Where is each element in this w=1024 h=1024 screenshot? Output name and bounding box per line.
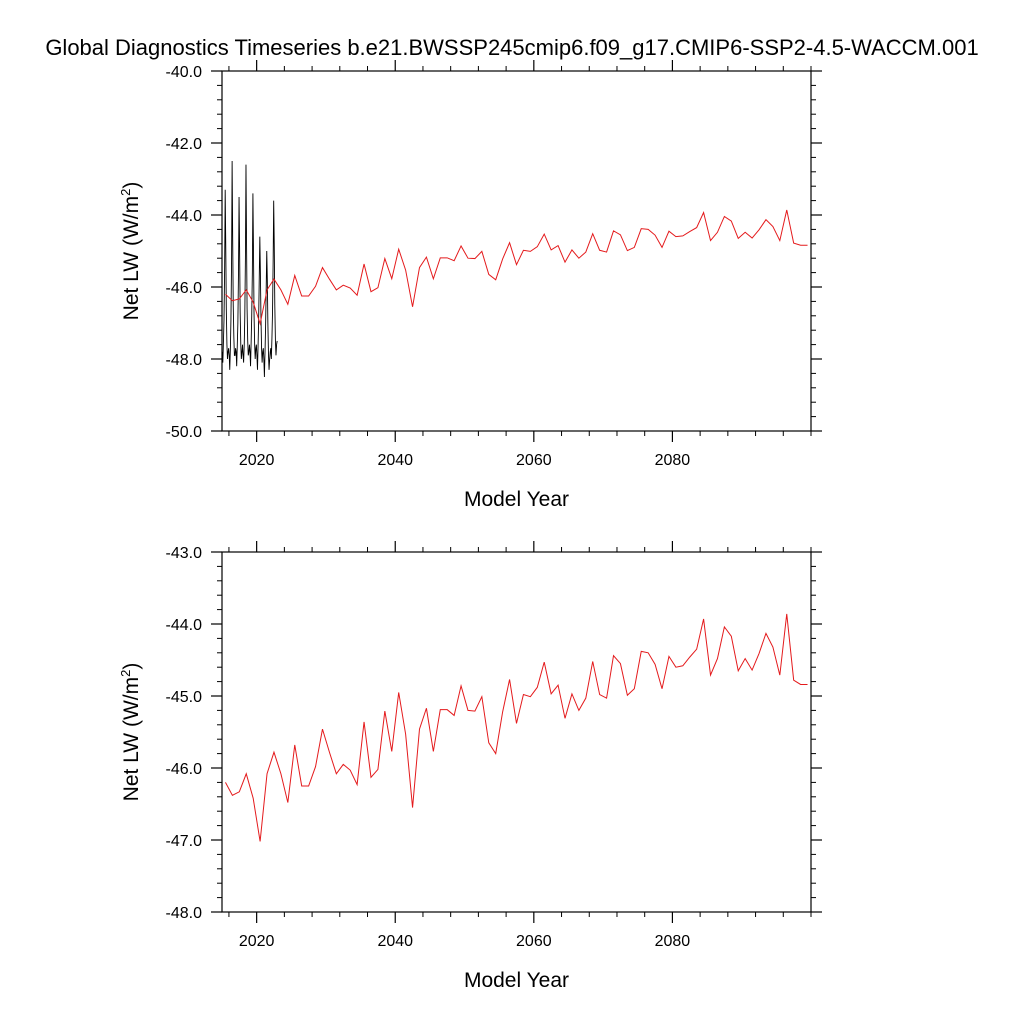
y-axis-label-close: ) <box>120 182 143 189</box>
y-tick-label: -48.0 <box>166 905 203 922</box>
series-line-monthly <box>221 160 278 378</box>
series-line-annual <box>225 209 808 326</box>
y-tick-label: -40.0 <box>166 64 203 81</box>
figure-title: Global Diagnostics Timeseries b.e21.BWSS… <box>45 35 978 60</box>
x-tick-label: 2060 <box>516 452 552 469</box>
y-tick-label: -48.0 <box>166 352 203 369</box>
y-tick-label: -46.0 <box>166 761 203 778</box>
x-tick-label: 2080 <box>655 452 691 469</box>
y-axis-label-sup: 2 <box>118 670 133 677</box>
x-axis-label: Model Year <box>464 969 569 992</box>
series-line-annual <box>225 613 808 842</box>
top-panel: 2020 2040 2060 2080 -50.0 -48.0 -46.0 -44.0 -42.… <box>118 60 822 511</box>
x-tick-label: 2020 <box>239 933 275 950</box>
plot-frame <box>221 551 812 913</box>
y-axis-label: Net LW (W/m2) <box>118 663 143 802</box>
x-tick-label: 2080 <box>655 933 691 950</box>
y-axis-label-close: ) <box>120 663 143 670</box>
y-axis-label: Net LW (W/m2) <box>118 182 143 321</box>
x-axis-label: Model Year <box>464 488 569 511</box>
y-tick-label: -50.0 <box>166 424 203 441</box>
y-tick-label: -43.0 <box>166 545 203 562</box>
x-tick-label: 2040 <box>377 452 413 469</box>
y-tick-label: -44.0 <box>166 208 203 225</box>
y-tick-label: -46.0 <box>166 280 203 297</box>
y-tick-label: -44.0 <box>166 617 203 634</box>
x-tick-label: 2020 <box>239 452 275 469</box>
y-tick-label: -45.0 <box>166 689 203 706</box>
bottom-panel: 2020 2040 2060 2080 -48.0 -47.0 -46.0 -45.0 -44.… <box>118 541 822 992</box>
plot-frame <box>221 70 812 432</box>
x-tick-label: 2040 <box>377 933 413 950</box>
y-axis-label-text: Net LW (W/m <box>120 677 143 801</box>
y-tick-label: -42.0 <box>166 136 203 153</box>
y-axis-label-sup: 2 <box>118 189 133 196</box>
x-tick-label: 2060 <box>516 933 552 950</box>
y-tick-label: -47.0 <box>166 833 203 850</box>
y-axis-label-text: Net LW (W/m <box>120 196 143 320</box>
